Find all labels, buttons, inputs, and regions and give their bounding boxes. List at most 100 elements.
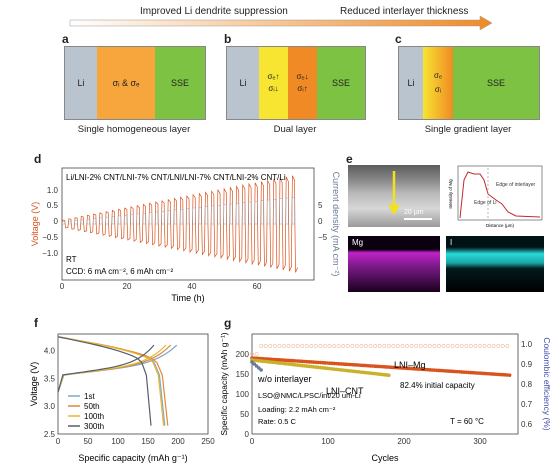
f-xtick: 0 [56, 437, 61, 446]
d-current-step [93, 218, 97, 225]
g-ce-point [364, 344, 368, 348]
d-current-step [86, 218, 90, 225]
g-ce-point [441, 344, 446, 348]
panel-b-layer2-top: σₑ↓ [296, 72, 309, 81]
g-ytick: 0 [245, 430, 250, 439]
g-ce-point [409, 344, 414, 348]
d-ylabel-right: Current density (mA cm⁻²) [331, 172, 340, 277]
g-ce-point [354, 344, 359, 348]
d-current-step [192, 207, 196, 225]
g-ce-point [368, 344, 373, 348]
panel-c-layer-bot: σᵢ [434, 85, 442, 94]
g-ce-point [414, 344, 419, 348]
panel-d-voltage-trace [61, 175, 299, 273]
g-point-w/o interlayer [259, 368, 263, 372]
g-label-cnt: LNI–CNT [326, 386, 364, 396]
panel-g-letter: g [224, 316, 232, 330]
g-ce-point [455, 344, 460, 348]
i-map-label: I [450, 238, 453, 247]
g-ce-point [373, 344, 378, 348]
d-current-step [279, 198, 283, 225]
g-temp: T = 60 °C [450, 417, 484, 426]
g-ytick-right: 0.8 [521, 380, 533, 389]
panel-a-letter: a [62, 32, 69, 46]
g-ce-point [473, 344, 478, 348]
f-ytick: 3.0 [44, 402, 56, 411]
f-xtick: 250 [201, 437, 215, 446]
g-ce-point [418, 344, 423, 348]
d-xtick-0: 0 [60, 282, 65, 291]
g-ce-point [491, 344, 496, 348]
g-ce-point [386, 344, 391, 348]
d-current-step [99, 217, 103, 225]
panel-b-li: Li [227, 47, 259, 119]
g-ce-point [396, 344, 400, 348]
d-xtick-20: 20 [123, 282, 132, 291]
panel-d-chart: 1.0 0.5 0 −0.5 −1.0 5 0 −5 0 20 40 60 Ti… [30, 167, 340, 303]
g-xtick: 100 [321, 437, 335, 446]
g-ce-point [496, 344, 501, 348]
d-current-step [186, 208, 190, 225]
e-edge-li: Edge of Li [474, 200, 497, 206]
g-ce-point [382, 344, 387, 348]
g-ce-point [377, 344, 382, 348]
d-current-step [254, 201, 258, 225]
g-ce-point [327, 344, 332, 348]
d-current-step [124, 214, 128, 225]
d-current-step [130, 214, 134, 225]
d-ytick-r2: 0 [318, 217, 323, 226]
g-ce-point [313, 344, 318, 348]
panel-b-sse: SSE [317, 47, 365, 119]
g-ce-point [505, 344, 510, 348]
d-current-step [267, 199, 270, 225]
g-ce-point [446, 344, 450, 348]
g-ce-point [250, 352, 254, 356]
g-ce-point [359, 344, 364, 348]
d-note2: CCD: 6 mA cm⁻², 6 mAh cm⁻² [66, 267, 173, 276]
g-label-mg: LNI–Mg [394, 360, 426, 370]
g-ce-point [300, 344, 305, 348]
g-ce-point [345, 344, 350, 348]
g-ce-point [272, 344, 277, 348]
d-current-step [142, 212, 146, 225]
g-ce-point [450, 344, 455, 348]
g-retention: 82.4% initial capacity [400, 381, 475, 390]
panel-a-caption: Single homogeneous layer [77, 124, 191, 135]
d-ytick-1: 1.0 [47, 186, 59, 195]
top-arrow-left-label: Improved Li dendrite suppression [140, 6, 288, 17]
panel-a-sse: SSE [155, 47, 205, 119]
g-ce-point [400, 344, 405, 348]
g-ce-point [427, 344, 432, 348]
panel-b-layer1-bot: σᵢ↓ [268, 84, 279, 93]
g-ce-point [291, 344, 295, 348]
g-xtick: 0 [250, 437, 255, 446]
d-current-step [68, 220, 72, 225]
g-xtick: 200 [397, 437, 411, 446]
g-ce-point [318, 344, 323, 348]
d-current-step [173, 209, 177, 225]
f-ylabel: Voltage (V) [29, 362, 39, 407]
g-ce-point [464, 344, 469, 348]
d-current-step [111, 216, 115, 225]
g-label-wo: w/o interlayer [257, 374, 312, 384]
f-legend-label: 1st [84, 392, 95, 401]
f-discharge-50th [57, 336, 169, 426]
d-current-step [198, 207, 202, 225]
mg-map-label: Mg [352, 238, 364, 247]
f-discharge-300th [57, 336, 152, 426]
g-ce-point [282, 344, 286, 348]
g-ytick-right: 0.7 [521, 400, 533, 409]
g-ce-point [336, 344, 341, 348]
g-ce-point [405, 344, 409, 348]
g-ce-point [482, 344, 487, 348]
g-ce-point [277, 344, 282, 348]
f-legend-label: 100th [84, 412, 104, 421]
d-current-step [242, 202, 246, 225]
g-ce-point [423, 344, 428, 348]
panel-a-li: Li [65, 47, 97, 119]
d-xlabel: Time (h) [171, 293, 204, 303]
f-xlabel: Specific capacity (mAh g⁻¹) [78, 453, 187, 463]
d-current-step [229, 203, 233, 225]
panel-b-layer1: σₑ↑ σᵢ↓ [259, 47, 288, 119]
g-ce-point [259, 344, 264, 348]
